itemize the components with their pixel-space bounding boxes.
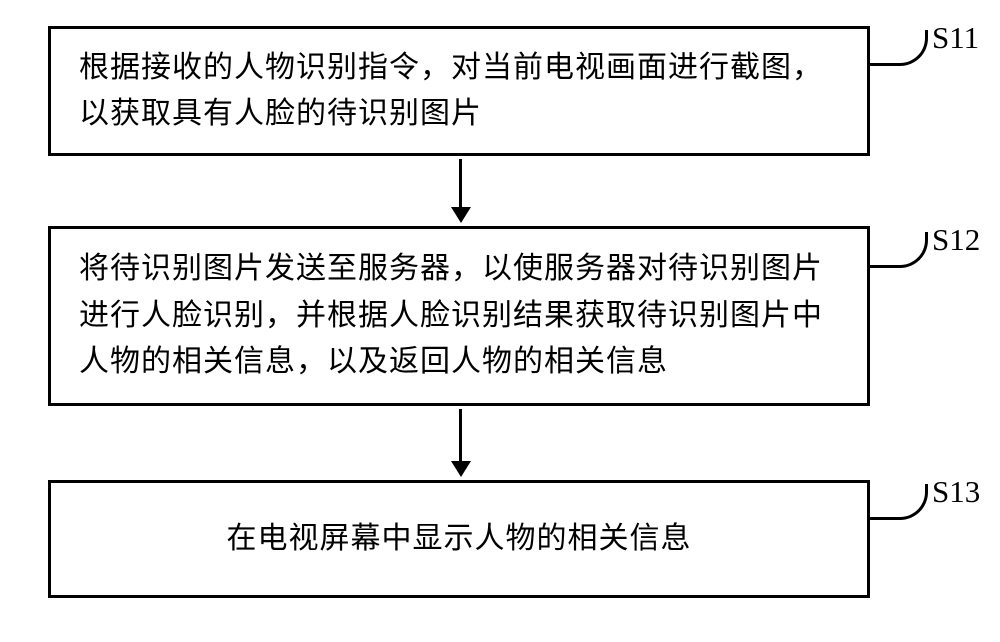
- arrow-head-icon: [451, 461, 471, 477]
- step-label-s12: S12: [932, 222, 980, 258]
- label-connector: [870, 232, 928, 268]
- step-box-s12: 将待识别图片发送至服务器，以使服务器对待识别图片进行人脸识别，并根据人脸识别结果…: [48, 226, 870, 406]
- step-label-s13: S13: [932, 474, 980, 510]
- step-text: 将待识别图片发送至服务器，以使服务器对待识别图片进行人脸识别，并根据人脸识别结果…: [79, 246, 839, 386]
- step-text: 在电视屏幕中显示人物的相关信息: [227, 516, 692, 563]
- flowchart-canvas: 根据接收的人物识别指令，对当前电视画面进行截图，以获取具有人脸的待识别图片 S11…: [0, 0, 1000, 642]
- step-text: 根据接收的人物识别指令，对当前电视画面进行截图，以获取具有人脸的待识别图片: [79, 45, 839, 138]
- step-box-s11: 根据接收的人物识别指令，对当前电视画面进行截图，以获取具有人脸的待识别图片: [48, 26, 870, 156]
- step-box-s13: 在电视屏幕中显示人物的相关信息: [48, 480, 870, 598]
- label-connector: [870, 484, 928, 520]
- label-connector: [870, 30, 928, 66]
- step-label-s11: S11: [932, 20, 979, 56]
- arrow-head-icon: [451, 207, 471, 223]
